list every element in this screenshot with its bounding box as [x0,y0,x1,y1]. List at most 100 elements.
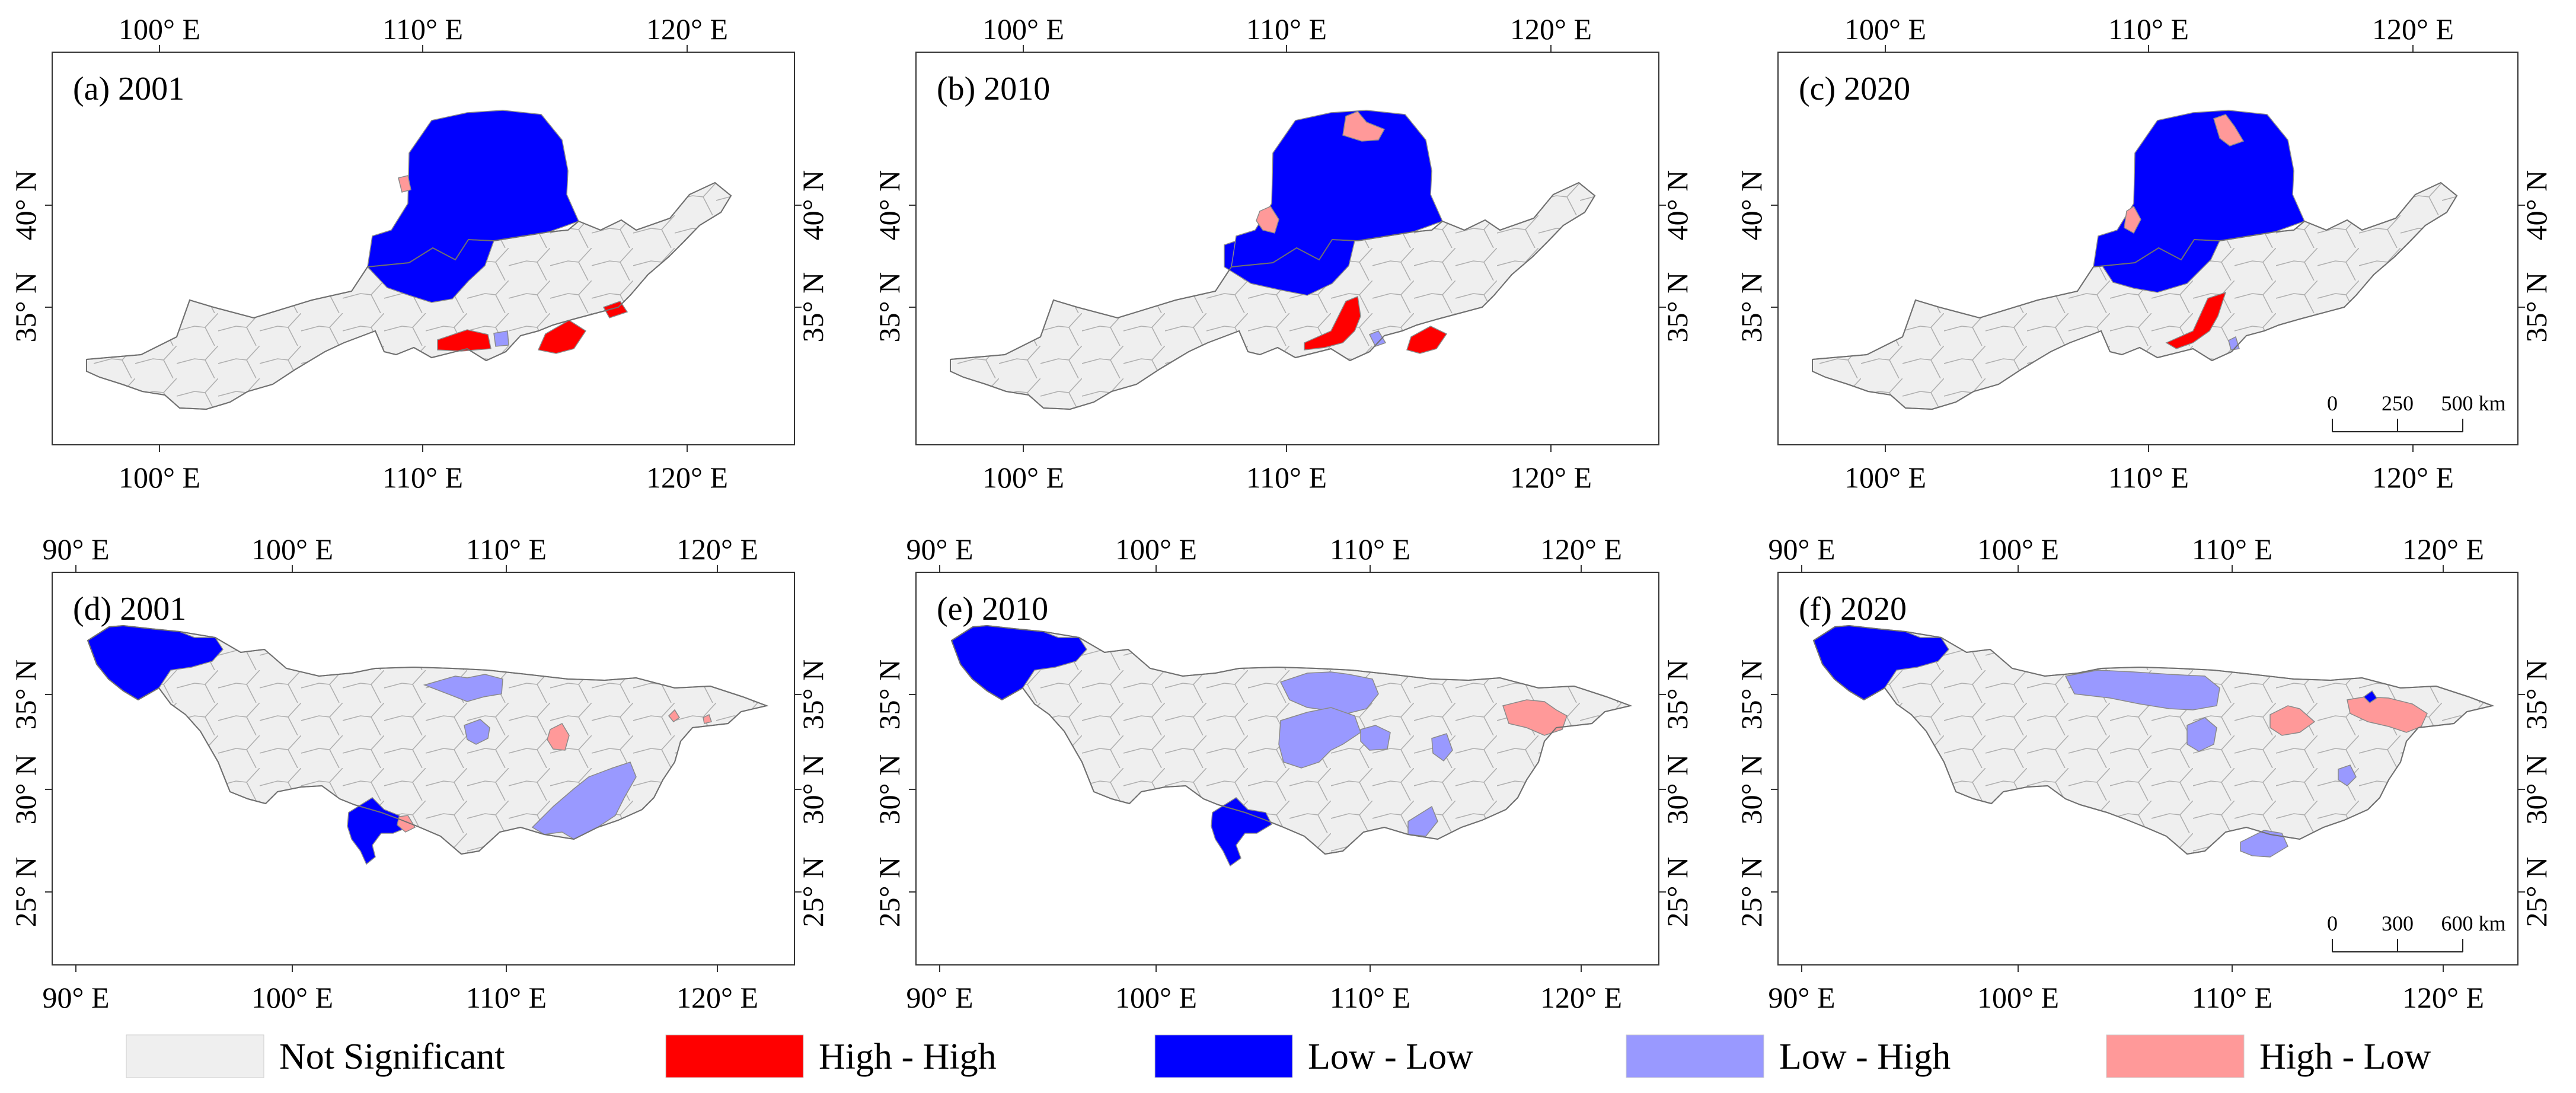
cluster-high-high-region [2165,291,2227,349]
y-tick-label-left: 35° N [873,659,906,730]
cluster-high-low-region [1342,111,1386,142]
x-tick-label-top: 120° E [1540,533,1622,566]
legend-item: High - Low [2106,1034,2431,1078]
map-panel-6: (f) 2020 90° E 90° E 100° E 100° E 110° E 110°… [1735,533,2553,1014]
y-tick-label-right: 35° N [2520,272,2553,343]
x-tick-label-bottom: 120° E [646,461,728,494]
map-panel-5: (e) 2010 90° E 90° E 100° E 100° E 110° E 110°… [873,533,1694,1014]
prefecture-boundaries [87,183,731,409]
map-panel-1: (a) 2001 100° E 100° E 110° E 110° E 120° E 12… [9,12,829,494]
cluster-high-low-region [2269,705,2316,736]
legend-item: Not Significant [126,1034,505,1078]
x-tick-label-top: 110° E [1330,533,1410,566]
y-tick-label-left: 25° N [9,857,42,928]
y-tick-label-left: 40° N [1735,170,1768,241]
scale-bar-label: 300 [2382,912,2414,935]
y-tick-label-right: 25° N [2520,857,2553,928]
x-tick-label-top: 100° E [1115,533,1197,566]
basin-map [1812,624,2495,858]
x-tick-label-top: 100° E [251,533,333,566]
y-tick-label-right: 30° N [1661,754,1694,825]
basin-outline [87,624,769,855]
cluster-low-high-region [1431,733,1453,762]
x-tick-label-bottom: 100° E [1977,981,2059,1014]
basin-map [950,110,1596,410]
panel-label: (e) 2010 [937,591,1048,627]
cluster-low-high-region [1360,725,1391,751]
y-tick-label-right: 40° N [796,170,829,241]
cluster-low-high-region [2338,764,2357,786]
legend-swatch [126,1034,264,1078]
cluster-high-high-region [602,301,628,318]
legend-swatch [2106,1034,2245,1078]
cluster-high-low-region [703,713,712,724]
cluster-low-high-region [2240,830,2288,858]
x-tick-label-bottom: 120° E [2402,981,2484,1014]
legend-swatch [1154,1034,1293,1078]
basin-outline [1812,624,2495,855]
y-tick-label-right: 35° N [796,659,829,730]
cluster-low-high-region [493,330,509,347]
cluster-high-high-region [1304,295,1361,350]
legend-item: High - High [665,1034,997,1078]
x-tick-label-bottom: 100° E [251,981,333,1014]
cluster-high-low-region [1256,206,1279,234]
prefecture-boundaries [1812,183,2457,409]
basin-outline [86,181,732,410]
y-tick-label-left: 40° N [9,170,42,241]
legend: Not Significant High - High Low - Low Low -… [126,1034,2431,1078]
panel-label: (a) 2001 [73,71,184,107]
x-tick-label-bottom: 90° E [1768,981,1835,1014]
prefecture-boundaries [950,183,1595,409]
x-tick-label-top: 120° E [676,533,758,566]
scale-bar: 0 250 500 km [2327,391,2506,432]
cluster-high-high-region [437,329,491,352]
basin-outline [950,181,1596,410]
x-tick-label-top: 120° E [2402,533,2484,566]
legend-swatch [1626,1034,1764,1078]
x-tick-label-bottom: 110° E [382,461,463,494]
cluster-low-high-region [1368,330,1387,347]
x-tick-label-top: 110° E [466,533,547,566]
cluster-low-high-region [2064,670,2220,710]
cluster-low-low-region [2363,690,2378,703]
x-tick-label-bottom: 100° E [1115,981,1197,1014]
scale-bar-label: 0 [2327,391,2338,415]
basin-outline [1812,181,2458,410]
x-tick-label-bottom: 110° E [466,981,547,1014]
cluster-high-low-region [668,709,681,723]
legend-swatch [665,1034,804,1078]
cluster-low-high-region [423,674,503,702]
x-tick-label-top: 120° E [646,12,728,46]
map-panel-4: (d) 2001 90° E 90° E 100° E 100° E 110° E 110°… [9,533,829,1014]
x-tick-label-bottom: 100° E [119,461,200,494]
y-tick-label-right: 35° N [1661,659,1694,730]
x-tick-label-bottom: 110° E [2192,981,2272,1014]
y-tick-label-left: 35° N [9,659,42,730]
y-tick-label-right: 30° N [796,754,829,825]
scale-bar-label: 500 km [2441,391,2505,415]
cluster-low-low-region [347,797,409,865]
y-tick-label-left: 35° N [9,272,42,343]
basin-map [1812,110,2458,410]
y-tick-label-right: 30° N [2520,754,2553,825]
x-tick-label-top: 90° E [906,533,973,566]
y-tick-label-right: 35° N [796,272,829,343]
x-tick-label-top: 120° E [1510,12,1592,46]
y-tick-label-right: 35° N [1661,272,1694,343]
map-panel-3: (c) 2020 100° E 100° E 110° E 110° E 120° E 12… [1735,12,2553,494]
y-tick-label-left: 35° N [873,272,906,343]
x-tick-label-bottom: 110° E [2108,461,2189,494]
x-tick-label-top: 100° E [119,12,200,46]
basin-outline [950,624,1633,855]
panel-label: (f) 2020 [1799,591,1907,627]
cluster-low-high-region [1278,707,1361,769]
y-tick-label-left: 30° N [9,754,42,825]
cluster-high-low-region [2347,696,2428,733]
x-tick-label-top: 110° E [382,12,463,46]
cluster-low-high-region [1407,805,1438,837]
cluster-high-high-region [1406,326,1448,354]
cluster-high-low-region [2213,114,2245,146]
cluster-high-low-region [1502,699,1568,736]
